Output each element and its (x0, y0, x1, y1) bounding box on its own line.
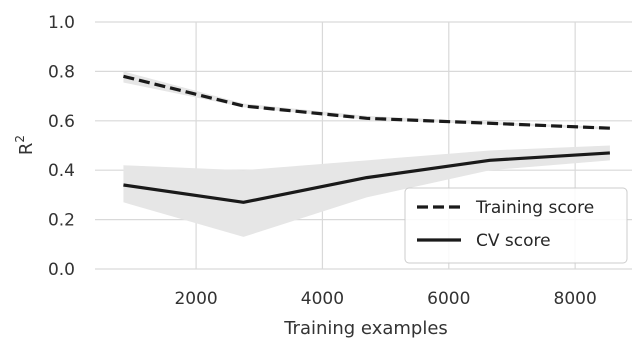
x-tick-label: 2000 (174, 289, 217, 309)
y-tick-label: 0.8 (48, 62, 75, 82)
x-tick-label: 4000 (301, 289, 344, 309)
y-tick-label: 0.0 (48, 260, 75, 280)
legend-box (404, 187, 628, 264)
legend-label-training: Training score (475, 198, 594, 218)
legend: Training score CV score (404, 187, 628, 264)
y-tick-labels: 0.0 0.2 0.4 0.6 0.8 1.0 (48, 13, 75, 280)
line-training-score (123, 74, 610, 130)
y-tick-label: 0.4 (48, 161, 75, 181)
line-cv-score (123, 151, 610, 204)
y-axis-label: R2 (13, 135, 37, 155)
y-axis-label-base: R (16, 143, 37, 156)
band-cv-score (123, 145, 610, 237)
y-tick-label: 1.0 (48, 13, 75, 33)
x-tick-labels: 2000 4000 6000 8000 (174, 289, 596, 309)
x-tick-label: 6000 (427, 289, 470, 309)
legend-label-cv: CV score (476, 231, 551, 251)
series-lines (123, 74, 610, 204)
x-axis-label: Training examples (283, 318, 448, 339)
y-tick-label: 0.6 (48, 112, 75, 132)
y-axis-label-superscript: 2 (13, 135, 27, 143)
y-tick-label: 0.2 (48, 211, 75, 231)
x-tick-label: 8000 (554, 289, 597, 309)
